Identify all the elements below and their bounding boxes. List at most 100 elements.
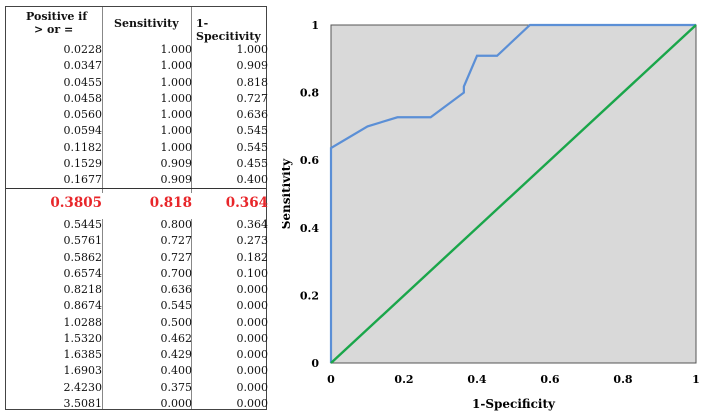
row-threshold: 0.0594 [63, 124, 103, 138]
row-sensitivity: 0.727 [160, 250, 193, 264]
x-tick-label: 0.4 [467, 373, 486, 386]
row-sensitivity: 1.000 [160, 75, 193, 89]
reference-diagonal-line [330, 24, 697, 364]
table-header: Positive if > or = Sensitivity 1-Speciti… [6, 7, 266, 43]
table-row: 0.1677 0.909 0.400 [6, 172, 269, 188]
row-threshold: 0.0347 [63, 59, 103, 73]
row-sensitivity: 1.000 [160, 43, 193, 56]
row-specificity: 0.727 [236, 91, 269, 105]
row-specificity: 0.182 [236, 250, 269, 264]
table-row: 0.0458 1.000 0.727 [6, 91, 269, 107]
row-sensitivity: 0.375 [160, 380, 193, 394]
row-sensitivity: 1.000 [160, 91, 193, 105]
row-threshold: 1.6903 [63, 364, 103, 378]
row-sensitivity: 1.000 [160, 140, 193, 154]
row-sensitivity: 0.727 [160, 234, 193, 248]
roc-chart: 0 0.2 0.4 0.6 0.8 1 0 0.2 0.4 0.6 0.8 1 1-Specifici… [282, 19, 700, 411]
row-sensitivity: 1.000 [160, 108, 193, 121]
row-threshold: 0.8674 [63, 299, 103, 313]
row-specificity: 0.000 [236, 396, 269, 410]
table-row: 2.4230 0.375 0.000 [6, 380, 269, 396]
y-tick-label: 1 [311, 19, 319, 32]
row-sensitivity: 0.429 [160, 348, 193, 361]
row-threshold: 0.8218 [63, 283, 103, 296]
table-row: 0.8218 0.636 0.000 [6, 282, 269, 298]
row-sensitivity: 0.909 [160, 173, 193, 186]
row-sensitivity: 0.700 [160, 266, 193, 280]
row-specificity: 0.909 [236, 59, 269, 73]
table-row: 1.0288 0.500 0.000 [6, 315, 269, 331]
row-sensitivity: 0.400 [160, 364, 193, 378]
column-divider [191, 7, 192, 193]
table-row: 1.6903 0.400 0.000 [6, 363, 269, 379]
table-row: 0.0347 1.000 0.909 [6, 58, 269, 74]
highlight-specificity: 0.364 [225, 195, 268, 211]
table-row: 0.5445 0.800 0.364 [6, 217, 269, 233]
row-threshold: 0.5862 [63, 250, 103, 264]
row-specificity: 0.000 [236, 364, 269, 378]
y-tick-label: 0.8 [300, 87, 319, 100]
row-sensitivity: 0.909 [160, 156, 193, 170]
highlighted-row: 0.3805 0.818 0.364 [6, 193, 268, 213]
y-tick-label: 0.6 [300, 154, 319, 167]
y-axis-label: Sensitivity [282, 158, 293, 230]
row-threshold: 0.5761 [63, 234, 103, 248]
y-tick-label: 0 [311, 357, 319, 370]
row-sensitivity: 0.500 [160, 315, 193, 329]
row-threshold: 0.0455 [63, 75, 103, 89]
header-threshold: Positive if > or = [26, 10, 87, 36]
table-row: 0.8674 0.545 0.000 [6, 298, 269, 314]
table-row: 0.0594 1.000 0.545 [6, 123, 269, 139]
x-tick-label: 0.2 [394, 373, 413, 386]
highlight-threshold: 0.3805 [50, 195, 102, 211]
row-threshold: 0.6574 [63, 266, 103, 280]
table-row: 1.6385 0.429 0.000 [6, 347, 269, 363]
row-sensitivity: 1.000 [160, 124, 193, 138]
header-threshold-line2: > or = [34, 23, 74, 36]
row-specificity: 1.000 [236, 43, 269, 56]
x-tick-label: 0.6 [540, 373, 559, 386]
table-row: 0.0455 1.000 0.818 [6, 75, 269, 91]
row-separator [6, 188, 266, 189]
roc-table: Positive if > or = Sensitivity 1-Speciti… [5, 6, 269, 412]
row-specificity: 0.273 [236, 234, 269, 248]
x-tick-label: 0.8 [613, 373, 632, 386]
x-axis-label: 1-Specificity [472, 397, 556, 411]
x-tick-label: 1 [692, 373, 700, 386]
table-row: 0.6574 0.700 0.100 [6, 266, 269, 282]
row-sensitivity: 1.000 [160, 59, 193, 73]
table-row: 0.0560 1.000 0.636 [6, 107, 269, 123]
row-threshold: 3.5081 [63, 396, 103, 410]
header-threshold-line1: Positive if [26, 10, 88, 23]
column-divider [102, 219, 103, 409]
row-threshold: 0.0560 [63, 108, 103, 121]
table-row: 3.5081 0.000 0.000 [6, 396, 269, 412]
header-sensitivity: Sensitivity [114, 17, 179, 30]
row-specificity: 0.000 [236, 283, 269, 296]
y-tick-label: 0.2 [300, 289, 319, 302]
column-divider [102, 7, 103, 193]
highlight-sensitivity: 0.818 [149, 195, 192, 211]
row-specificity: 0.000 [236, 348, 269, 361]
row-sensitivity: 0.545 [160, 299, 193, 313]
row-threshold: 2.4230 [63, 380, 103, 394]
row-sensitivity: 0.462 [160, 331, 193, 345]
roc-curve-line [329, 23, 696, 363]
row-threshold: 1.0288 [63, 315, 103, 329]
table-row: 0.5862 0.727 0.182 [6, 250, 269, 266]
row-sensitivity: 0.000 [160, 396, 193, 410]
row-specificity: 0.400 [236, 173, 269, 186]
row-specificity: 0.000 [236, 315, 269, 329]
row-specificity: 0.000 [236, 380, 269, 394]
row-threshold: 0.0458 [63, 91, 103, 105]
row-specificity: 0.100 [236, 266, 269, 280]
table-row: 0.5761 0.727 0.273 [6, 233, 269, 249]
row-threshold: 1.6385 [63, 348, 103, 361]
row-specificity: 0.000 [236, 331, 269, 345]
row-threshold: 1.5320 [63, 331, 103, 345]
row-sensitivity: 0.636 [160, 283, 193, 296]
row-specificity: 0.545 [236, 140, 269, 154]
row-specificity: 0.818 [236, 75, 269, 89]
x-tick-label: 0 [327, 373, 335, 386]
table-row: 0.1182 1.000 0.545 [6, 140, 269, 156]
